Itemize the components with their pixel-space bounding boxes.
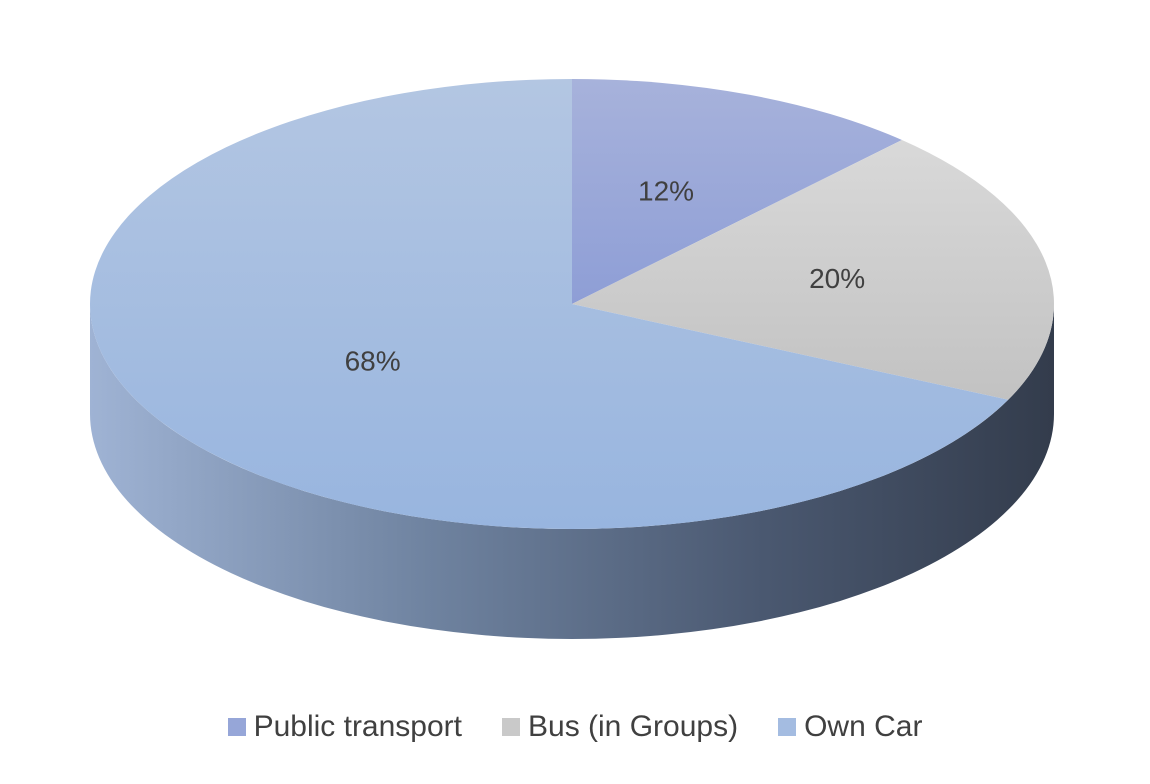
legend-swatch-own-car — [778, 718, 797, 736]
pie-slice-own-car — [90, 79, 1009, 529]
pie-data-labels: 12% 20% 68% — [345, 176, 866, 377]
legend-label-public-transport: Public transport — [253, 710, 462, 743]
legend-label-own-car: Own Car — [804, 710, 923, 743]
data-label-bus-in-groups: 20% — [809, 263, 865, 294]
pie-slice-public-transport — [572, 79, 902, 304]
data-label-own-car: 68% — [345, 345, 401, 376]
legend-swatch-public-transport — [227, 718, 246, 736]
legend-item-own-car: Own Car — [778, 710, 922, 744]
data-label-public-transport: 12% — [638, 176, 694, 207]
legend-label-bus-in-groups: Bus (in Groups) — [528, 710, 739, 743]
pie-side-band — [90, 304, 1054, 639]
pie-side-wall — [90, 304, 1054, 639]
legend-item-public-transport: Public transport — [227, 710, 462, 744]
chart-legend: Public transport Bus (in Groups) Own Car — [0, 705, 1150, 749]
legend-swatch-bus-in-groups — [502, 718, 520, 736]
pie-slices — [90, 79, 1054, 529]
legend-item-bus-in-groups: Bus (in Groups) — [502, 710, 738, 744]
pie-slice-bus-in-groups — [572, 139, 1054, 400]
